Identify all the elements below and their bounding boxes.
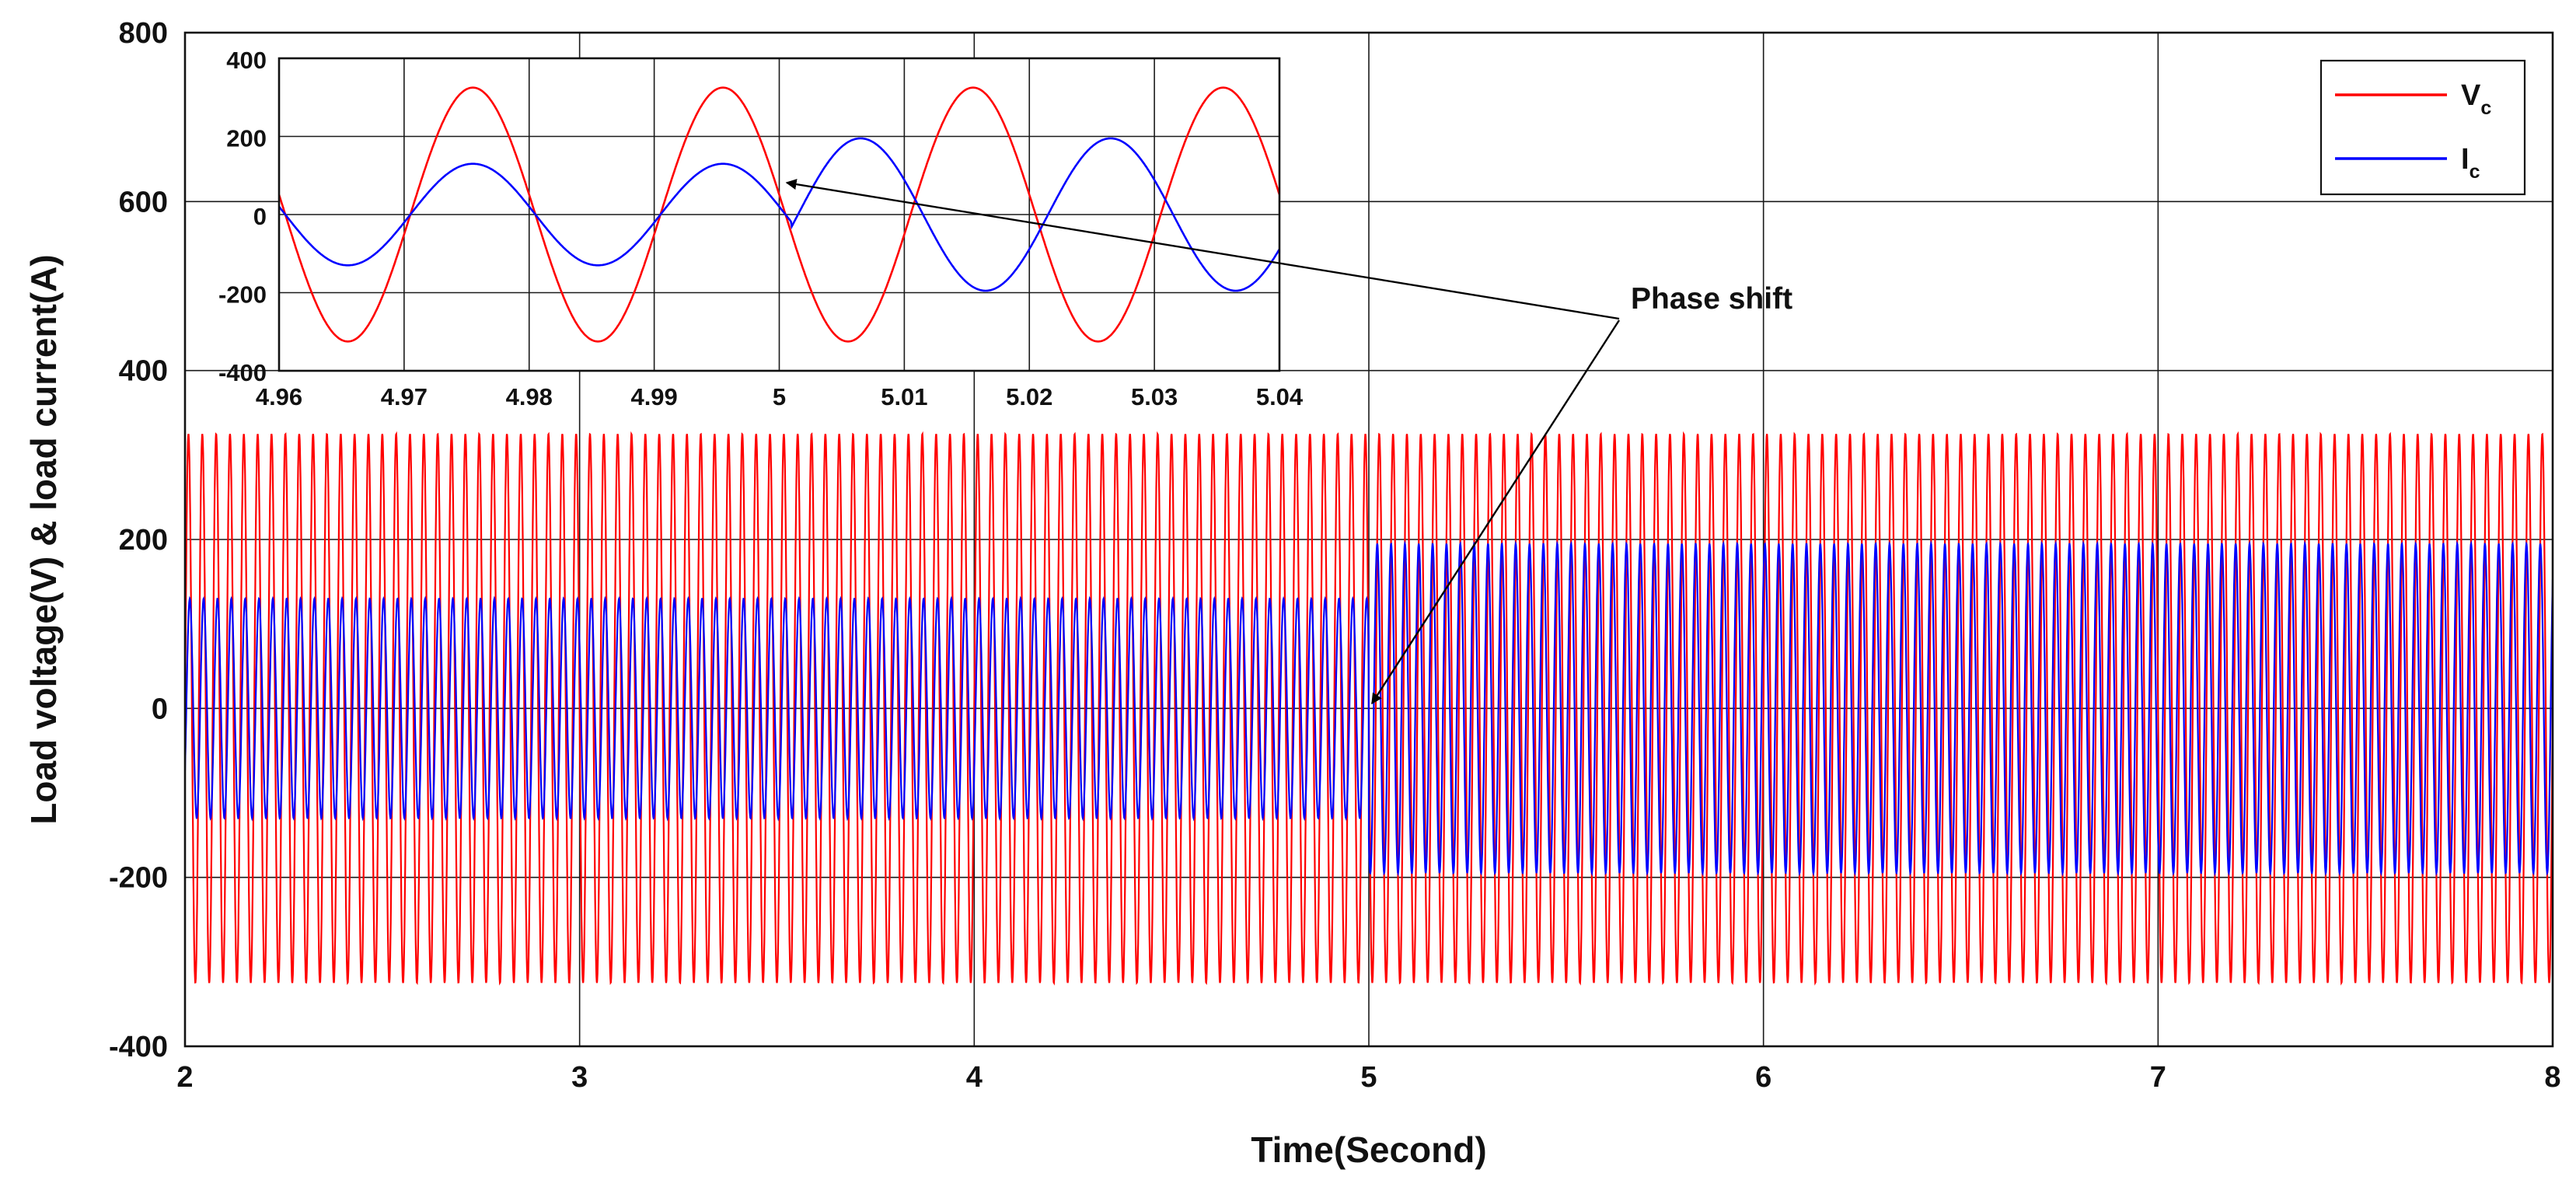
phase-shift-annotation: Phase shift — [785, 179, 1792, 705]
inset-y-tick-label: -200 — [218, 281, 267, 309]
legend-label-ic: Ic — [2461, 143, 2480, 183]
phase-shift-arrow-main — [1370, 319, 1621, 705]
main-x-tick-label: 2 — [176, 1061, 193, 1094]
inset-series-ic-line — [279, 137, 1279, 292]
main-x-axis: 2 3 4 5 6 7 8 — [176, 1061, 2560, 1094]
inset-x-tick-label: 4.98 — [506, 383, 553, 410]
main-y-tick-label: 0 — [152, 693, 168, 725]
inset-y-tick-label: -400 — [218, 359, 267, 386]
main-y-tick-label: 200 — [119, 524, 168, 557]
inset-x-tick-label: 4.96 — [256, 383, 302, 410]
main-y-tick-label: 600 — [119, 186, 168, 218]
main-x-tick-label: 4 — [966, 1061, 983, 1094]
legend-box — [2319, 59, 2526, 196]
main-y-tick-label: -200 — [109, 862, 168, 895]
x-axis-label: Time(Second) — [1251, 1129, 1486, 1170]
inset-axes-frame — [277, 57, 1281, 372]
main-y-tick-label: 400 — [119, 355, 168, 388]
main-y-tick-label: -400 — [109, 1031, 168, 1063]
main-y-tick-label: 800 — [119, 17, 168, 50]
main-x-tick-label: 5 — [1360, 1061, 1377, 1094]
y-axis-label: Load voltage(V) & load current(A) — [23, 254, 64, 824]
inset-y-tick-label: 400 — [226, 47, 267, 74]
inset-y-tick-label: 0 — [253, 203, 267, 230]
legend: Vc Ic — [2319, 59, 2526, 196]
phase-shift-label: Phase shift — [1631, 282, 1792, 316]
inset-x-axis: 4.96 4.97 4.98 4.99 5 5.01 5.02 5.03 5.04 — [256, 383, 1304, 410]
inset-x-tick-label: 5.03 — [1131, 383, 1178, 410]
main-plot-area — [185, 431, 2553, 986]
main-x-tick-label: 7 — [2150, 1061, 2166, 1094]
legend-label-vc: Vc — [2461, 79, 2491, 119]
inset-x-tick-label: 4.99 — [630, 383, 677, 410]
inset-series-vc-line — [279, 86, 1279, 343]
inset-x-tick-label: 5.02 — [1006, 383, 1052, 410]
main-y-axis: -400 -200 0 200 400 600 800 — [109, 17, 168, 1063]
inset-x-tick-label: 5.01 — [881, 383, 927, 410]
main-axes-frame — [183, 31, 2554, 1048]
phase-shift-arrow-inset — [785, 179, 1620, 320]
inset-plot-area — [279, 86, 1279, 343]
inset-y-tick-label: 200 — [226, 125, 267, 152]
inset-x-tick-label: 5 — [773, 383, 786, 410]
main-x-tick-label: 3 — [571, 1061, 588, 1094]
series-ic-line — [185, 540, 2553, 877]
main-x-tick-label: 8 — [2544, 1061, 2560, 1094]
inset-x-tick-label: 4.97 — [381, 383, 428, 410]
inset-x-tick-label: 5.04 — [1256, 383, 1304, 410]
inset-y-axis: -400 -200 0 200 400 — [218, 47, 267, 386]
main-x-tick-label: 6 — [1755, 1061, 1771, 1094]
